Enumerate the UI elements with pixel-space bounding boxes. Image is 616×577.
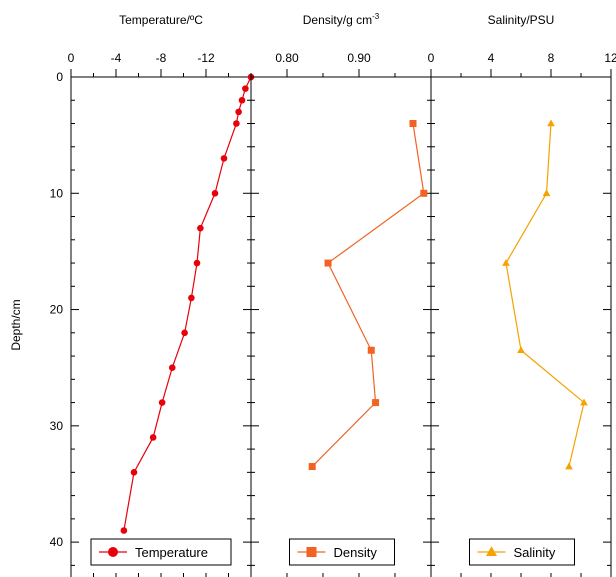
- data-point-salinity: [565, 462, 573, 470]
- y-axis-label: Depth/cm: [9, 299, 23, 350]
- data-point-temperature: [235, 108, 242, 116]
- panel-0: Temperature/ºC 0 -4 -8 -12 Temperature: [68, 13, 259, 577]
- data-point-density: [420, 189, 428, 197]
- data-point-temperature: [233, 120, 240, 127]
- data-point-temperature: [211, 189, 219, 197]
- x-tick-label: -4: [111, 51, 122, 65]
- data-point-temperature: [188, 294, 195, 302]
- data-point-salinity: [502, 259, 510, 266]
- data-point-temperature: [120, 527, 128, 534]
- data-point-temperature: [220, 155, 228, 162]
- data-point-temperature: [193, 259, 201, 267]
- panel-title: Salinity/PSU: [488, 13, 555, 27]
- y-tick-label: 30: [50, 419, 64, 433]
- data-point-density: [308, 463, 316, 471]
- legend-label: Density: [334, 545, 378, 560]
- x-tick-label: 0: [68, 51, 75, 65]
- data-point-temperature: [130, 469, 138, 476]
- legend-label: Salinity: [514, 545, 556, 560]
- y-tick-label: 0: [56, 70, 63, 84]
- x-tick-label: 0.90: [347, 51, 371, 65]
- data-point-temperature: [168, 364, 176, 371]
- data-point-density: [409, 120, 417, 128]
- data-point-density: [324, 259, 332, 267]
- y-tick-label: 10: [50, 186, 64, 200]
- legend-label: Temperature: [135, 545, 208, 560]
- panel-title: Density/g cm-3: [303, 12, 380, 27]
- panel-title: Temperature/ºC: [119, 13, 203, 27]
- panel-title-superscript: -3: [372, 12, 380, 21]
- y-tick-label: 40: [50, 535, 64, 549]
- legend-marker: [486, 546, 497, 556]
- x-tick-label: 12: [604, 51, 616, 65]
- data-point-temperature: [238, 96, 246, 104]
- data-point-salinity: [542, 189, 551, 197]
- data-point-salinity: [547, 119, 555, 127]
- x-tick-label: 0.80: [275, 51, 299, 65]
- data-point-temperature: [197, 224, 204, 232]
- y-tick-label: 20: [50, 303, 64, 317]
- x-tick-label: 4: [488, 51, 495, 65]
- panel-1: Density/g cm-3 0.80 0.90 Density: [250, 12, 439, 577]
- legend-marker: [306, 547, 317, 557]
- x-tick-label: 0: [428, 51, 435, 65]
- series-line-temperature: [123, 76, 252, 531]
- legend-marker: [108, 547, 118, 557]
- data-point-temperature: [242, 85, 249, 92]
- panel-2: Salinity/PSU 0 4 8 12 Salinity: [428, 13, 616, 577]
- data-point-temperature: [181, 329, 188, 337]
- data-point-density: [367, 346, 375, 354]
- data-point-salinity: [580, 398, 588, 406]
- data-point-salinity: [517, 346, 525, 354]
- x-tick-label: -8: [156, 51, 167, 65]
- x-tick-label: 8: [548, 51, 555, 65]
- x-tick-label: -12: [197, 51, 215, 65]
- data-point-temperature: [158, 399, 166, 406]
- series-line-density: [311, 123, 425, 467]
- data-point-temperature: [149, 434, 157, 441]
- data-point-density: [372, 399, 380, 407]
- series-line-salinity: [505, 123, 585, 467]
